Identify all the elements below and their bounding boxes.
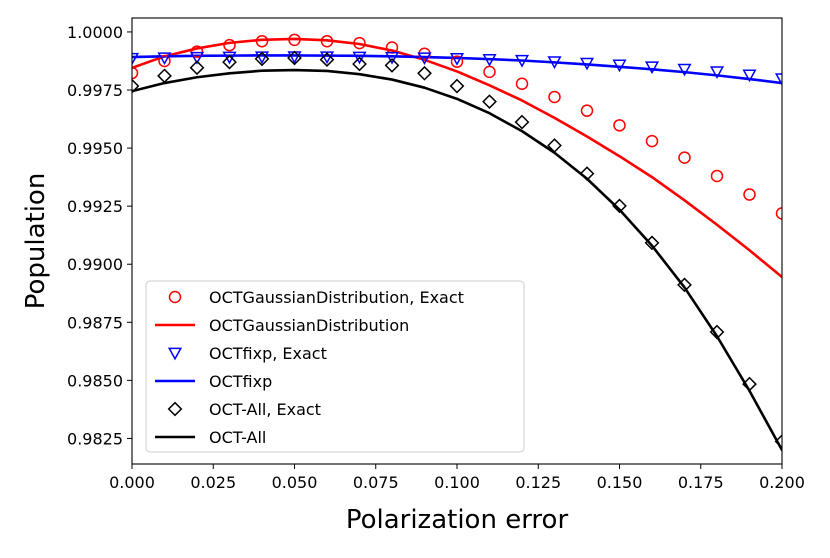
data-point: [645, 134, 659, 148]
data-point: [319, 51, 335, 65]
x-tick-label: 0.150: [597, 473, 643, 492]
data-point: [709, 324, 725, 340]
data-point: [515, 77, 529, 90]
data-point: [158, 54, 171, 68]
y-tick-label: 1.0000: [67, 23, 123, 42]
data-point: [547, 138, 562, 153]
data-point: [742, 376, 757, 392]
data-point: [449, 53, 465, 66]
x-tick-label: 0.000: [109, 473, 155, 492]
x-tick-label: 0.050: [272, 473, 318, 492]
series-line: [132, 54, 782, 85]
data-point: [514, 54, 530, 68]
y-tick-label: 0.9900: [67, 255, 123, 274]
x-tick-label: 0.025: [190, 473, 236, 492]
x-tick-label: 0.125: [515, 473, 561, 492]
data-point: [482, 94, 497, 110]
data-point: [384, 51, 400, 65]
data-point: [774, 73, 782, 86]
data-point: [612, 198, 627, 214]
legend-label: OCTfixp: [209, 372, 272, 391]
y-tick-label: 0.9950: [67, 139, 123, 158]
x-tick-label: 0.075: [353, 473, 399, 492]
data-point: [548, 90, 561, 104]
data-point: [189, 60, 205, 76]
data-point: [222, 51, 237, 65]
data-point: [223, 38, 236, 52]
data-point: [288, 33, 301, 47]
data-point: [384, 58, 400, 73]
data-point: [742, 69, 757, 83]
data-point: [644, 235, 660, 251]
data-point: [255, 34, 269, 48]
data-point: [709, 66, 725, 79]
data-point: [678, 151, 691, 164]
x-axis-label: Polarization error: [346, 505, 569, 535]
data-point: [189, 51, 205, 65]
y-tick-label: 0.9975: [67, 81, 123, 100]
data-point: [579, 166, 595, 182]
data-point: [644, 61, 660, 75]
data-point: [743, 188, 756, 201]
data-point: [547, 56, 562, 69]
legend-label: OCT-All: [209, 428, 266, 447]
data-point: [613, 119, 626, 132]
data-point: [417, 65, 432, 81]
data-point: [579, 57, 595, 71]
data-point: [287, 50, 302, 66]
x-tick-label: 0.200: [759, 473, 805, 492]
y-axis-label: Population: [21, 173, 51, 310]
data-point: [612, 59, 627, 73]
data-point: [132, 66, 139, 80]
y-tick-label: 0.9850: [67, 371, 123, 390]
legend-marker-swatch: [168, 290, 182, 304]
data-point: [482, 53, 497, 67]
data-point: [352, 51, 367, 65]
legend-label: OCTfixp, Exact: [209, 344, 327, 363]
data-point: [352, 56, 367, 72]
data-point: [775, 207, 782, 220]
legend-box: [145, 280, 525, 453]
data-point: [132, 78, 140, 94]
data-point: [222, 54, 237, 70]
data-point: [254, 51, 270, 67]
data-point: [157, 52, 172, 66]
series-line: [132, 37, 782, 279]
legend: OCTGaussianDistribution, Exact OCTGaussia…: [145, 280, 525, 453]
legend-label: OCTGaussianDistribution: [209, 316, 409, 335]
x-tick-label: 0.100: [434, 473, 480, 492]
data-point: [157, 68, 172, 84]
y-tick-label: 0.9875: [67, 313, 123, 332]
y-tick-label: 0.9925: [67, 197, 123, 216]
legend-marker-swatch: [167, 347, 183, 361]
x-tick-label: 0.175: [678, 473, 724, 492]
legend-marker-swatch: [167, 401, 183, 417]
data-point: [417, 52, 432, 66]
data-point: [450, 55, 464, 68]
data-point: [677, 63, 692, 77]
data-point: [774, 434, 782, 449]
y-tick-label: 0.9825: [67, 429, 123, 448]
data-point: [320, 34, 334, 48]
data-point: [353, 36, 366, 50]
data-point: [677, 277, 692, 293]
data-point: [132, 52, 140, 66]
data-point: [580, 104, 594, 117]
data-point: [710, 169, 724, 183]
data-point: [514, 114, 530, 130]
data-point: [449, 78, 465, 94]
series-line: [132, 68, 782, 452]
data-point: [190, 45, 204, 58]
data-point: [319, 52, 335, 67]
data-point: [483, 65, 496, 79]
legend-label: OCTGaussianDistribution, Exact: [209, 288, 464, 307]
legend-label: OCT-All, Exact: [209, 400, 321, 419]
